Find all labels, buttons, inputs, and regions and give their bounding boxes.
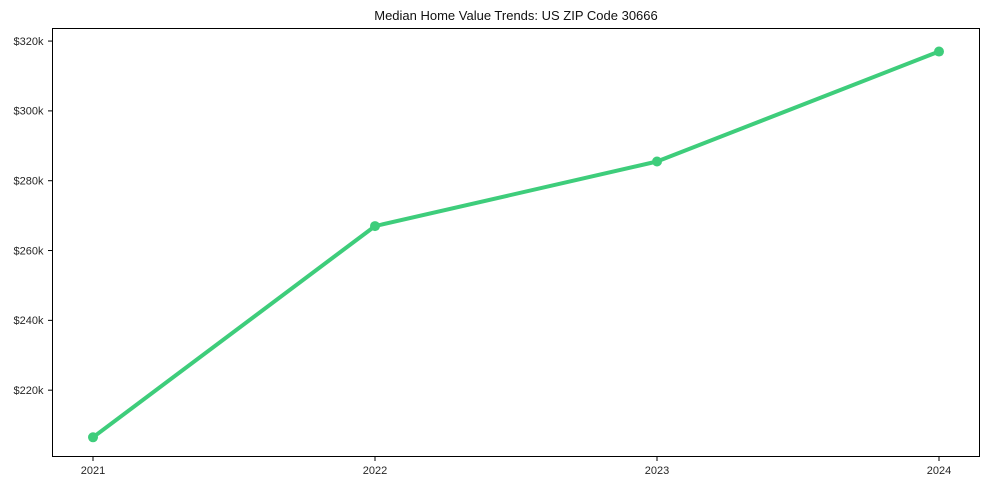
- plot-border: [52, 28, 980, 457]
- trend-line: [91, 49, 941, 440]
- x-tick-label: 2023: [645, 465, 669, 477]
- x-tick-label: 2022: [363, 465, 387, 477]
- y-tick-label: $260k: [14, 245, 44, 257]
- y-tick-label: $240k: [14, 315, 44, 327]
- data-point-marker: [933, 46, 944, 57]
- data-point-marker: [370, 221, 381, 232]
- x-tick-label: 2024: [927, 465, 951, 477]
- y-tick-label: $220k: [14, 385, 44, 397]
- data-point-marker: [651, 156, 662, 167]
- x-tick-label: 2021: [81, 465, 105, 477]
- data-point-marker: [88, 432, 99, 443]
- y-tick-label: $280k: [14, 176, 44, 188]
- y-tick-label: $300k: [14, 106, 44, 118]
- chart-title: Median Home Value Trends: US ZIP Code 30…: [374, 8, 658, 23]
- y-tick-label: $320k: [14, 36, 44, 48]
